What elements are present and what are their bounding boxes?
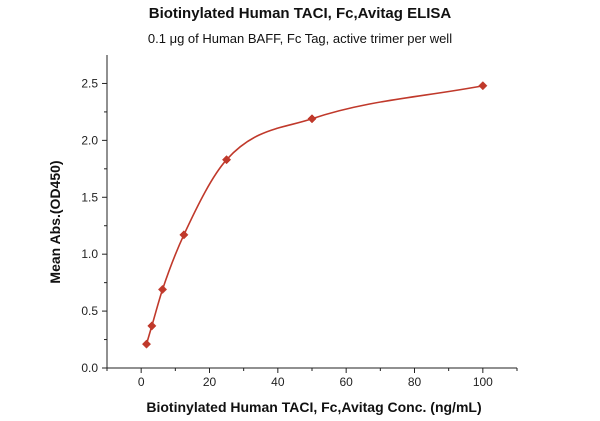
- y-tick-label: 2.0: [81, 133, 98, 147]
- x-tick-label: 40: [271, 375, 285, 389]
- data-point: [222, 155, 232, 165]
- y-axis-label: Mean Abs.(OD450): [47, 160, 63, 283]
- fit-curve-group: [145, 84, 483, 345]
- y-tick-label: 0.0: [81, 361, 98, 375]
- x-tick-label: 80: [408, 375, 422, 389]
- data-points: [141, 81, 488, 349]
- data-point: [141, 339, 152, 349]
- data-point: [147, 321, 157, 331]
- y-tick-label: 2.5: [81, 76, 98, 90]
- data-point: [179, 230, 189, 240]
- x-tick-label: 100: [473, 375, 493, 389]
- x-tick-label: 20: [203, 375, 217, 389]
- x-tick-label: 60: [339, 375, 353, 389]
- x-tick-label: 0: [138, 375, 145, 389]
- axes: [106, 55, 517, 369]
- chart-subtitle: 0.1 μg of Human BAFF, Fc Tag, active tri…: [147, 31, 453, 46]
- chart-title: Biotinylated Human TACI, Fc,Avitag ELISA: [148, 5, 452, 22]
- y-tick-label: 0.5: [81, 304, 98, 318]
- data-point: [307, 114, 317, 124]
- fit-curve: [145, 84, 483, 345]
- data-point: [157, 284, 168, 295]
- data-point: [478, 81, 488, 91]
- ticks: 0 20 40 60 80 100 0.0 0.5 1.0 1.5 2.0 2.5: [81, 76, 518, 389]
- y-tick-label: 1.0: [81, 247, 98, 261]
- x-axis-label: Biotinylated Human TACI, Fc,Avitag Conc.…: [146, 399, 481, 415]
- y-tick-label: 1.5: [81, 190, 98, 204]
